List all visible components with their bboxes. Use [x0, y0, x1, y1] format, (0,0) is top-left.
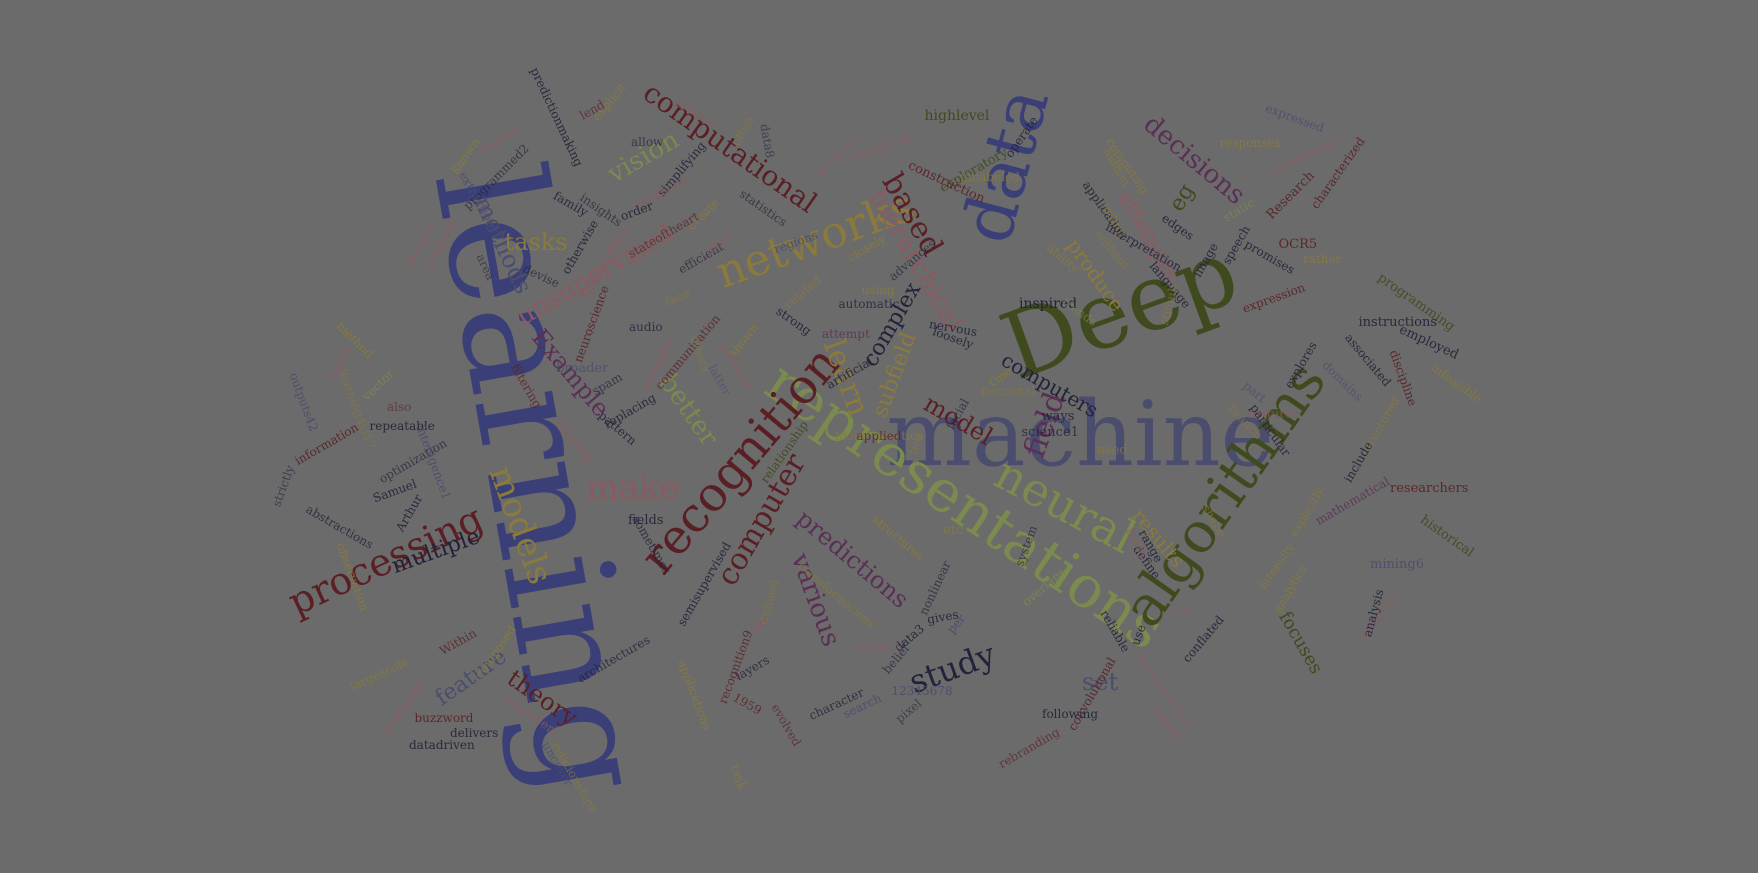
word: following [1042, 707, 1099, 721]
word: allow [631, 135, 664, 149]
word: pixel [892, 696, 924, 726]
word: ways [1041, 408, 1075, 424]
word: tasks [504, 228, 568, 256]
word: historical [1417, 512, 1477, 560]
word: inspired [1019, 296, 1078, 312]
word: researchers [1390, 480, 1469, 496]
word: using [861, 283, 895, 297]
word: outputs42 [286, 370, 321, 434]
word: structures [869, 512, 927, 564]
word: task [727, 762, 750, 792]
word: information [291, 420, 361, 468]
word: bioinformatics [835, 429, 923, 443]
word: responses [1219, 136, 1281, 150]
word: machine [886, 382, 1274, 487]
word: eg [1164, 179, 1200, 216]
word: make [586, 468, 680, 508]
word: delivers [450, 726, 499, 740]
word: audio [629, 320, 663, 334]
word: set [1082, 668, 1119, 696]
word: datadriven [409, 738, 475, 752]
word: face [662, 285, 692, 309]
word: used [1096, 442, 1128, 458]
word: mining6 [1370, 556, 1424, 572]
word: infeasible [1427, 360, 1485, 406]
word: 1959 [730, 690, 764, 718]
word: strictly [268, 463, 297, 509]
word: natural [855, 640, 900, 654]
word: applied [856, 429, 902, 443]
word: attempt [822, 327, 870, 341]
word: largescale [347, 654, 411, 694]
word: way [1169, 605, 1194, 619]
word: strong [773, 303, 814, 339]
word: also [387, 400, 412, 414]
word: highlevel [924, 108, 990, 124]
word: neuronal [981, 384, 1036, 398]
word: evolved [768, 701, 804, 749]
word: automatic [838, 297, 900, 311]
word: vector [359, 366, 397, 404]
word: broader [556, 360, 609, 376]
word: conflated [1179, 612, 1227, 666]
word: expressed [1263, 100, 1327, 136]
word: instructions [1358, 314, 1438, 330]
word: OCR5 [1278, 236, 1318, 252]
word: rebranding [996, 724, 1063, 772]
word: predictionmaking [527, 65, 586, 169]
word: prediction [379, 677, 427, 737]
word: applications [675, 657, 715, 733]
word: shown [725, 320, 761, 360]
word: features [1248, 407, 1299, 421]
word: rather [1303, 252, 1342, 266]
word: 12345678 [891, 684, 953, 698]
word: focuses [1274, 607, 1327, 678]
word: repeatable [369, 419, 435, 433]
word: science1 [1021, 424, 1079, 440]
word: fields [628, 512, 664, 528]
word: etc [943, 522, 964, 538]
word: expression [1240, 280, 1307, 316]
word: unlabeled [960, 170, 1020, 184]
word: Within [437, 625, 479, 659]
word: include [1340, 439, 1376, 485]
word: related [781, 272, 824, 312]
word: buzzword [414, 711, 474, 725]
